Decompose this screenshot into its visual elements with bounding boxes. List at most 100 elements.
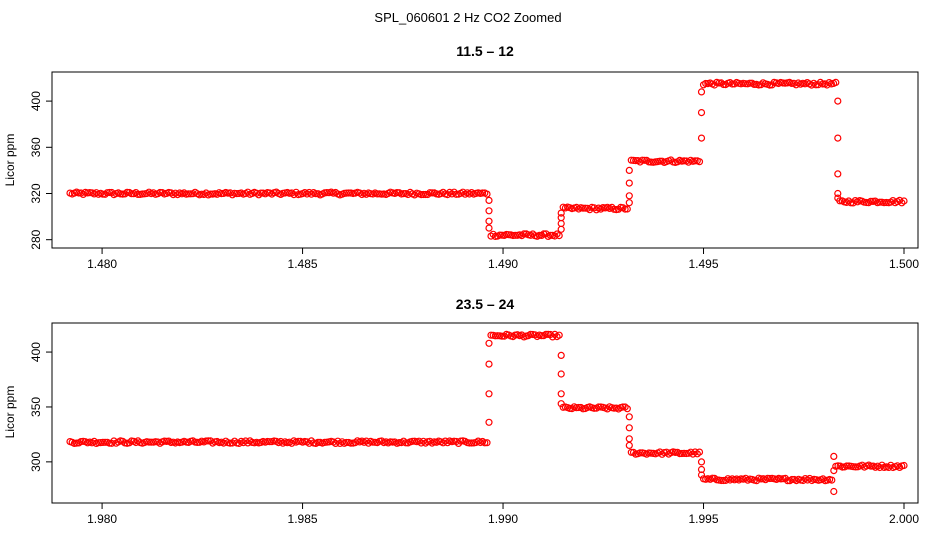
data-point (834, 189, 842, 198)
data-points (66, 330, 908, 496)
x-tick-label: 1.980 (87, 512, 117, 526)
data-point (867, 197, 875, 205)
data-point (443, 191, 452, 199)
data-point (257, 189, 265, 197)
data-point (450, 188, 458, 196)
data-point (878, 461, 886, 469)
data-point (814, 81, 822, 89)
data-point (625, 179, 633, 187)
data-point (244, 439, 252, 447)
data-point (395, 439, 403, 447)
data-point (887, 461, 895, 469)
data-point (485, 207, 493, 215)
data-point (557, 209, 565, 217)
x-tick-label: 1.495 (689, 257, 719, 271)
data-point (697, 458, 706, 466)
data-point (619, 403, 627, 411)
data-point (483, 439, 491, 447)
data-point (496, 231, 504, 239)
data-point (876, 198, 884, 206)
y-tick-label: 400 (29, 91, 43, 111)
data-point (369, 438, 377, 446)
panel-bottom: 23.5 – 24 Licor ppm 1.980 1.985 1.990 1.995… (3, 296, 919, 526)
data-point (603, 405, 612, 413)
data-point (594, 403, 603, 411)
data-point (680, 449, 688, 457)
data-point (623, 205, 631, 213)
data-point (542, 330, 550, 338)
data-point (511, 231, 519, 239)
x-tick-label: 1.500 (889, 257, 919, 271)
data-point (101, 438, 109, 446)
x-tick-label: 2.000 (889, 512, 919, 526)
data-point (518, 331, 526, 339)
data-point (94, 439, 103, 447)
data-point (621, 205, 629, 213)
data-point (487, 331, 495, 339)
panel-title: 11.5 – 12 (456, 43, 514, 59)
data-point (557, 351, 565, 359)
data-point (697, 471, 706, 479)
data-point (746, 79, 754, 87)
x-tick-label: 1.990 (488, 512, 518, 526)
x-tick-label: 1.985 (288, 512, 318, 526)
data-point (206, 437, 215, 445)
data-point (858, 461, 866, 469)
data-point (783, 477, 792, 485)
data-point (555, 331, 563, 339)
data-point (465, 439, 473, 447)
axis-ticks: 1.480 1.485 1.490 1.495 1.500 280 320 360 400 (29, 91, 919, 271)
data-point (719, 80, 728, 89)
data-point (342, 438, 351, 447)
data-point (828, 476, 836, 484)
data-point (757, 81, 765, 89)
figure-title: SPL_060601 2 Hz CO2 Zoomed (374, 10, 561, 25)
plot-frame (51, 71, 919, 249)
data-point (627, 448, 635, 456)
y-tick-label: 280 (29, 229, 43, 249)
data-point (636, 449, 644, 457)
panel-top: 11.5 – 12 Licor ppm 1.480 1.485 1.490 1.495… (3, 43, 919, 271)
data-point (557, 219, 565, 228)
data-point (715, 79, 723, 87)
y-tick-label: 320 (29, 183, 43, 203)
data-point (193, 438, 201, 446)
data-point (347, 439, 355, 447)
data-point (485, 390, 493, 398)
data-point (623, 405, 631, 413)
data-point (485, 418, 493, 426)
data-point (687, 448, 695, 456)
data-point (590, 204, 598, 212)
data-point (468, 439, 476, 447)
data-point (741, 80, 750, 88)
data-point (402, 439, 410, 447)
data-point (419, 190, 427, 199)
data-point (342, 189, 351, 197)
data-point (579, 204, 587, 212)
data-point (788, 79, 796, 88)
data-point (671, 448, 679, 456)
data-point (99, 438, 107, 446)
data-point (485, 224, 493, 232)
data-point (389, 438, 397, 446)
data-point (485, 196, 493, 204)
data-point (625, 192, 633, 200)
y-tick-label: 350 (29, 397, 43, 417)
data-point (404, 190, 412, 199)
data-point (485, 339, 493, 347)
data-point (834, 194, 842, 202)
data-point (452, 190, 460, 198)
data-point (640, 156, 649, 164)
data-point (292, 188, 300, 196)
data-point (788, 475, 796, 484)
data-point (156, 188, 164, 197)
data-point (373, 190, 381, 198)
data-point (834, 134, 842, 142)
data-point (362, 437, 370, 445)
y-tick-label: 300 (29, 452, 43, 472)
data-point (408, 437, 416, 445)
data-point (202, 437, 210, 445)
data-point (662, 448, 671, 456)
data-point (255, 191, 263, 199)
